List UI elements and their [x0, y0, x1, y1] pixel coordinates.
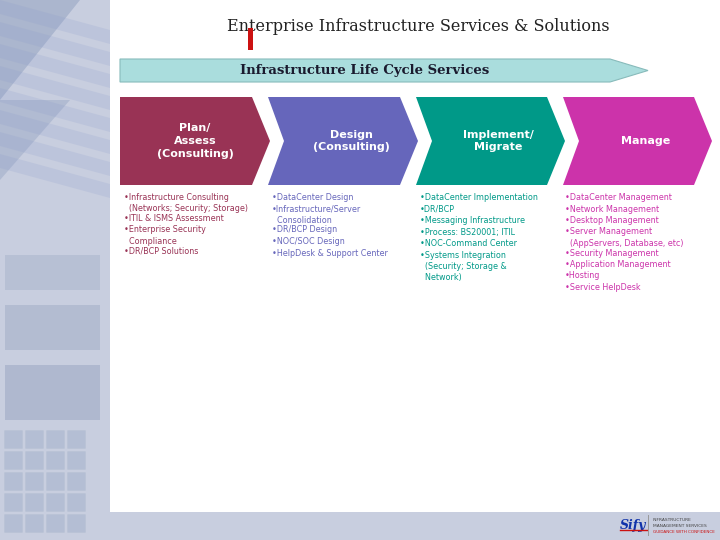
Text: •HelpDesk & Support Center: •HelpDesk & Support Center — [272, 248, 388, 258]
Bar — [46, 472, 64, 490]
Polygon shape — [0, 88, 110, 132]
Text: •DR/BCP Design: •DR/BCP Design — [272, 226, 337, 234]
Text: •DataCenter Implementation: •DataCenter Implementation — [420, 193, 538, 202]
Polygon shape — [416, 97, 565, 185]
Polygon shape — [0, 132, 110, 176]
Bar — [67, 430, 85, 448]
Text: Implement/
Migrate: Implement/ Migrate — [463, 130, 534, 152]
Bar — [67, 493, 85, 511]
Bar — [4, 493, 22, 511]
Text: •Network Management: •Network Management — [565, 205, 659, 213]
Text: •ITIL & ISMS Assessment: •ITIL & ISMS Assessment — [124, 214, 224, 223]
Text: •DataCenter Design: •DataCenter Design — [272, 193, 354, 202]
Polygon shape — [0, 154, 110, 198]
Bar — [46, 493, 64, 511]
Text: •Enterprise Security
  Compliance: •Enterprise Security Compliance — [124, 226, 206, 246]
Text: MANAGEMENT SERVICES: MANAGEMENT SERVICES — [653, 524, 707, 528]
Bar — [25, 514, 43, 532]
Bar — [4, 472, 22, 490]
Text: Manage: Manage — [621, 136, 670, 146]
Text: •Desktop Management: •Desktop Management — [565, 216, 659, 225]
Text: •DataCenter Management: •DataCenter Management — [565, 193, 672, 202]
Polygon shape — [563, 97, 712, 185]
Bar — [25, 451, 43, 469]
Bar — [46, 514, 64, 532]
Text: GUIDANCE WITH CONFIDENCE: GUIDANCE WITH CONFIDENCE — [653, 530, 715, 534]
Bar — [5, 365, 100, 420]
Polygon shape — [268, 97, 418, 185]
Text: •Service HelpDesk: •Service HelpDesk — [565, 283, 641, 292]
Polygon shape — [0, 44, 110, 88]
Bar — [5, 255, 100, 290]
Polygon shape — [0, 0, 80, 100]
Bar — [4, 514, 22, 532]
Polygon shape — [0, 0, 110, 540]
Polygon shape — [0, 22, 110, 66]
Polygon shape — [0, 0, 110, 44]
Bar — [4, 451, 22, 469]
Polygon shape — [120, 97, 270, 185]
Bar — [46, 430, 64, 448]
Bar — [46, 451, 64, 469]
Text: Design
(Consulting): Design (Consulting) — [312, 130, 390, 152]
Text: •Server Management
  (AppServers, Database, etc): •Server Management (AppServers, Database… — [565, 227, 683, 248]
Polygon shape — [120, 59, 648, 82]
Text: •Infrastructure Consulting
  (Networks; Security; Storage): •Infrastructure Consulting (Networks; Se… — [124, 193, 248, 213]
Text: •Hosting: •Hosting — [565, 272, 600, 280]
Bar — [25, 430, 43, 448]
Text: •Messaging Infrastructure: •Messaging Infrastructure — [420, 216, 525, 225]
Bar — [110, 512, 720, 540]
Bar — [25, 493, 43, 511]
Text: •Systems Integration
  (Security; Storage &
  Network): •Systems Integration (Security; Storage … — [420, 251, 507, 282]
Text: Enterprise Infrastructure Services & Solutions: Enterprise Infrastructure Services & Sol… — [227, 18, 609, 35]
Bar — [25, 472, 43, 490]
Text: Sify: Sify — [620, 519, 647, 532]
Polygon shape — [0, 110, 110, 154]
Bar — [67, 451, 85, 469]
Text: INFRASTRUCTURE: INFRASTRUCTURE — [653, 518, 692, 522]
Text: •DR/BCP Solutions: •DR/BCP Solutions — [124, 246, 199, 255]
Text: Infrastructure Life Cycle Services: Infrastructure Life Cycle Services — [240, 64, 490, 77]
Bar — [5, 305, 100, 350]
Text: •Infrastructure/Server
  Consolidation: •Infrastructure/Server Consolidation — [272, 205, 361, 225]
Polygon shape — [0, 66, 110, 110]
Bar — [67, 472, 85, 490]
Text: •DR/BCP: •DR/BCP — [420, 205, 455, 213]
Bar — [110, 0, 720, 540]
Polygon shape — [0, 100, 70, 180]
Text: •NOC-Command Center: •NOC-Command Center — [420, 239, 517, 248]
Text: Plan/
Assess
(Consulting): Plan/ Assess (Consulting) — [156, 123, 233, 159]
Text: •Process: BS20001; ITIL: •Process: BS20001; ITIL — [420, 227, 515, 237]
Bar — [248, 28, 253, 50]
Bar — [4, 430, 22, 448]
Text: •Application Management: •Application Management — [565, 260, 670, 269]
Text: •NOC/SOC Design: •NOC/SOC Design — [272, 237, 345, 246]
Text: •Security Management: •Security Management — [565, 248, 659, 258]
Bar — [67, 514, 85, 532]
